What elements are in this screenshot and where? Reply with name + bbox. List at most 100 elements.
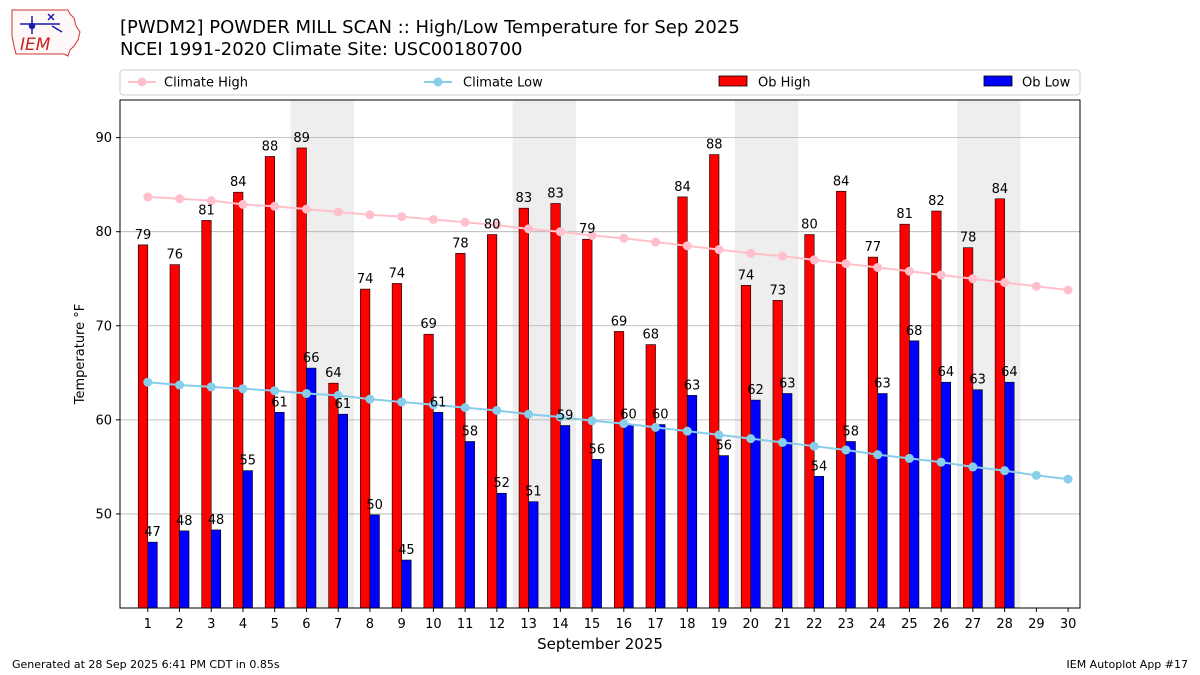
ob-high-label: 88 — [262, 139, 279, 154]
ob-high-label: 80 — [801, 218, 818, 233]
ob-high-bar — [994, 198, 1005, 609]
climate-low-point — [460, 403, 470, 413]
ob-low-label: 59 — [557, 408, 574, 423]
climate-high-point — [1031, 281, 1041, 291]
x-tick-label: 16 — [616, 617, 633, 632]
climate-high-point — [238, 199, 248, 209]
ob-low-label: 54 — [811, 459, 828, 474]
legend: Climate High Climate Low Ob High Ob Low — [119, 69, 1081, 96]
climate-low-point — [333, 390, 343, 400]
x-tick-label: 6 — [302, 617, 310, 632]
climate-low-point — [714, 430, 724, 440]
ob-low-bar — [560, 425, 571, 609]
ob-low-label: 56 — [589, 442, 606, 457]
x-tick-label: 21 — [774, 617, 791, 632]
ob-low-bar — [845, 441, 856, 609]
climate-high-point — [841, 259, 851, 269]
climate-high-point — [1063, 285, 1073, 295]
ob-high-bar — [963, 247, 974, 609]
climate-low-point — [619, 419, 629, 429]
ob-high-bar — [423, 333, 434, 609]
climate-high-point — [904, 266, 914, 276]
x-tick-label: 7 — [334, 617, 342, 632]
ob-high-bar — [740, 285, 752, 609]
climate-high-point — [619, 233, 629, 243]
climate-low-line — [147, 381, 1069, 481]
ob-high-bar — [899, 223, 910, 609]
ob-low-bar — [750, 399, 761, 609]
climate-high-point — [492, 220, 502, 230]
ob-low-label: 61 — [430, 395, 447, 410]
ob-high-bar — [233, 191, 244, 609]
climate-high-point — [555, 227, 565, 237]
ob-high-bar — [613, 331, 625, 609]
ob-low-label: 47 — [144, 525, 161, 540]
ob-high-label: 82 — [928, 194, 945, 209]
ob-high-bar — [804, 234, 815, 609]
legend-label-ob-high: Ob High — [758, 76, 811, 91]
climate-low-point — [143, 377, 153, 387]
climate-high-point — [651, 237, 661, 247]
climate-high-point — [301, 204, 311, 214]
legend-label-climate-low: Climate Low — [463, 76, 543, 91]
ob-low-bar — [401, 559, 412, 609]
ob-high-bar — [391, 283, 402, 609]
ob-high-label: 73 — [769, 283, 786, 298]
x-tick-label: 27 — [965, 617, 982, 632]
ob-low-label: 45 — [398, 543, 415, 558]
climate-low-point — [428, 400, 438, 410]
climate-high-point — [524, 224, 534, 234]
ob-low-bar — [972, 389, 983, 609]
climate-high-point — [270, 201, 280, 211]
climate-high-point — [333, 207, 343, 217]
ob-low-bar — [496, 492, 507, 609]
ob-high-label: 69 — [420, 317, 437, 332]
y-tick-label: 50 — [95, 507, 112, 522]
climate-high-point — [968, 274, 978, 284]
x-tick-label: 20 — [742, 617, 759, 632]
ob-high-label: 81 — [896, 207, 913, 222]
climate-high-point — [777, 251, 787, 261]
climate-low-point — [1000, 466, 1010, 476]
climate-low-point — [238, 384, 248, 394]
ob-low-label: 64 — [1001, 365, 1018, 380]
climate-low-point — [175, 380, 185, 390]
ob-high-label: 78 — [960, 231, 977, 246]
x-tick-label: 25 — [901, 617, 918, 632]
x-tick-label: 29 — [1028, 617, 1045, 632]
x-tick-label: 24 — [869, 617, 886, 632]
ob-high-bar — [328, 382, 339, 609]
ob-high-label: 79 — [135, 228, 152, 243]
climate-low-point — [365, 394, 375, 404]
climate-low-point — [682, 426, 692, 436]
ob-low-bar — [464, 441, 475, 609]
climate-low-point — [587, 416, 597, 426]
x-tick-label: 3 — [207, 617, 215, 632]
climate-low-point — [397, 397, 407, 407]
ob-low-bar — [655, 424, 666, 609]
ob-low-label: 63 — [969, 373, 986, 388]
x-axis-label: September 2025 — [537, 635, 663, 653]
climate-high-line — [147, 195, 1069, 292]
x-tick-label: 23 — [838, 617, 855, 632]
ob-high-bar — [518, 207, 529, 609]
x-tick-label: 13 — [520, 617, 537, 632]
ob-low-bar — [591, 459, 602, 609]
ob-high-bar — [931, 210, 942, 609]
ob-low-bar — [210, 529, 222, 609]
ob-low-bar — [623, 424, 634, 609]
legend-label-climate-high: Climate High — [164, 76, 248, 91]
ob-low-label: 63 — [684, 378, 701, 393]
legend-label-ob-low: Ob Low — [1022, 76, 1071, 91]
climate-low-point — [841, 445, 851, 455]
ob-high-bar — [867, 256, 878, 609]
ob-low-bar — [528, 501, 539, 609]
ob-low-label: 60 — [652, 408, 669, 423]
climate-low-point — [968, 462, 978, 472]
climate-high-point — [175, 194, 185, 204]
x-tick-label: 9 — [398, 617, 406, 632]
climate-low-point — [524, 409, 534, 419]
ob-low-label: 61 — [335, 397, 352, 412]
climate-high-point — [1000, 278, 1010, 288]
ob-low-label: 68 — [906, 324, 923, 339]
